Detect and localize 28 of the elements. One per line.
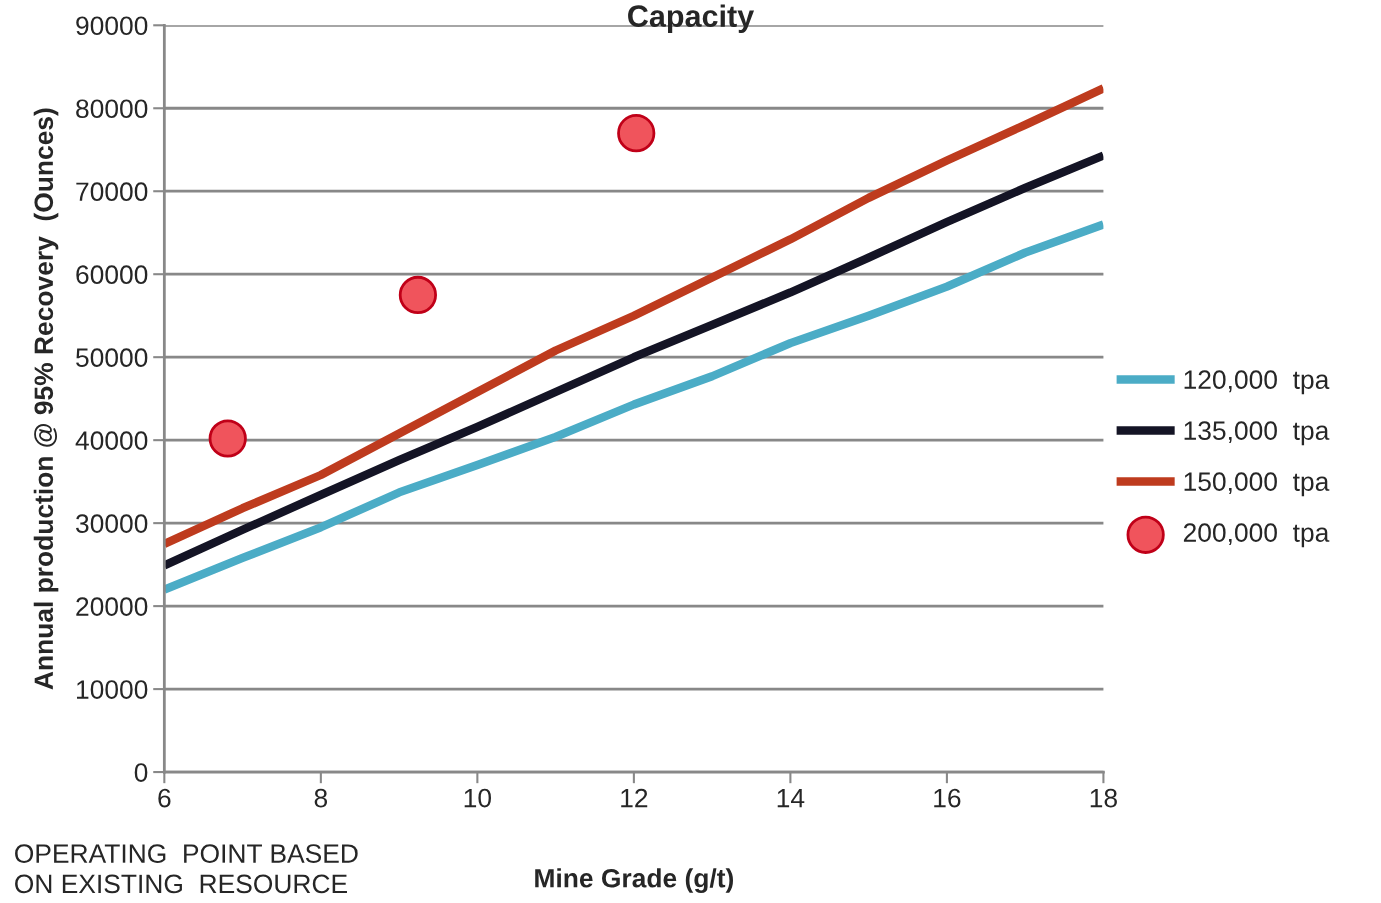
chart-title: Capacity xyxy=(628,4,755,33)
legend-label: 120,000 tpa xyxy=(1184,370,1330,395)
y-tick-label: 20000 xyxy=(76,597,148,616)
x-tick-label: 8 xyxy=(314,788,328,808)
legend-label: 135,000 tpa xyxy=(1184,421,1330,446)
y-tick-label: 50000 xyxy=(76,348,148,368)
y-tick-label: 30000 xyxy=(76,514,148,533)
y-tick-label: 10000 xyxy=(77,680,148,699)
y-tick-label: 60000 xyxy=(76,265,148,285)
point xyxy=(617,114,656,153)
y-tick-label: 40000 xyxy=(75,431,148,450)
x-axis-title: Mine Grade (g/t) xyxy=(535,868,733,893)
x-tick-label: 18 xyxy=(1090,788,1117,808)
y-tick-label: 70000 xyxy=(76,182,148,202)
point xyxy=(208,419,247,458)
legend-label: 200,000 tpa xyxy=(1183,523,1330,548)
x-tick-label: 16 xyxy=(934,788,961,808)
x-tick-label: 12 xyxy=(621,788,648,808)
text: OPERATING POINT BASED ON EXISTING RESOURCE xyxy=(15,844,358,894)
point xyxy=(398,275,437,315)
legend-label: 150,000 tpa xyxy=(1184,472,1330,497)
y-tick-label: 0 xyxy=(134,763,148,782)
x-tick-label: 6 xyxy=(158,788,171,808)
y-axis-title: Annual production @ 95% Recovery (Ounces) xyxy=(33,108,59,690)
y-tick-label: 80000 xyxy=(76,99,148,119)
y-tick-label: 90000 xyxy=(76,16,148,36)
x-tick-label: 14 xyxy=(777,789,805,808)
x-tick-label: 10 xyxy=(464,788,492,808)
